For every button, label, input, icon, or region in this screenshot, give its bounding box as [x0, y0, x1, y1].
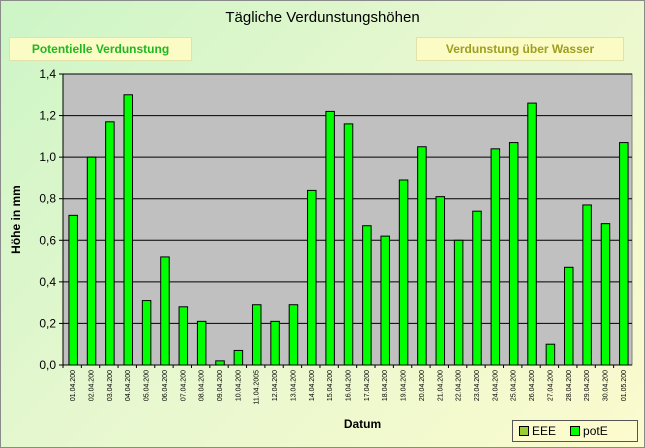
- bar-pote-21: [435, 196, 446, 366]
- bar-pote-14: [307, 189, 317, 366]
- x-tick-label: 11.04.2005: [254, 370, 261, 405]
- bar-pote-3: [105, 121, 115, 366]
- y-tick-label: 1,0: [39, 150, 56, 164]
- x-tick-label: 06.04.200: [162, 370, 169, 401]
- y-tick-label: 0,4: [39, 275, 56, 289]
- x-tick-label: 01.05.200: [621, 370, 628, 401]
- bar-pote-24: [490, 148, 501, 366]
- y-tick-label: 1,2: [39, 109, 56, 123]
- x-tick-label: 27.04.200: [547, 370, 554, 401]
- bar-pote-27: [545, 343, 556, 366]
- x-tick-label: 20.04.200: [419, 370, 426, 401]
- y-axis-title: Höhe in mm: [9, 185, 23, 254]
- x-tick-label: 18.04.200: [382, 370, 389, 401]
- y-tick-label: 1,4: [39, 67, 56, 81]
- x-axis-title: Datum: [344, 417, 381, 431]
- x-tick-label: 21.04.200: [437, 370, 444, 401]
- x-tick-label: 30.04.200: [602, 370, 609, 401]
- x-tick-label: 16.04.200: [346, 370, 353, 401]
- x-tick-label: 25.04.200: [511, 370, 518, 401]
- x-tick-label: 19.04.200: [401, 370, 408, 401]
- x-tick-label: 09.04.200: [217, 370, 224, 401]
- legend: EEE potE: [512, 420, 638, 442]
- bar-pote-29: [582, 204, 592, 366]
- potential-evaporation-box: Potentielle Verdunstung: [9, 37, 192, 61]
- x-tick-label: 23.04.200: [474, 370, 481, 401]
- x-tick-label: 01.04.200: [70, 370, 77, 401]
- bar-pote-25: [508, 142, 519, 366]
- bar-pote-8: [196, 320, 207, 366]
- bar-pote-2: [86, 156, 97, 366]
- bar-pote-19: [398, 179, 409, 366]
- legend-label-pote: potE: [583, 424, 608, 438]
- x-tick-label: 04.04.200: [125, 370, 132, 401]
- x-tick-label: 22.04.200: [456, 370, 463, 401]
- water-evaporation-box: Verdunstung über Wasser: [416, 37, 624, 61]
- bar-pote-17: [362, 225, 372, 366]
- bar-pote-5: [141, 300, 152, 366]
- x-tick-label: 08.04.200: [199, 370, 206, 401]
- bar-pote-1: [68, 214, 78, 366]
- x-tick-label: 05.04.200: [144, 370, 151, 401]
- legend-label-eee: EEE: [532, 424, 557, 438]
- x-tick-label: 03.04.200: [107, 370, 114, 401]
- x-tick-label: 26.04.200: [529, 370, 536, 401]
- legend-item-pote: potE: [570, 424, 608, 438]
- y-tick-label: 0,2: [39, 316, 56, 330]
- x-tick-label: 28.04.200: [566, 370, 573, 401]
- bar-pote-23: [472, 210, 482, 366]
- bar-pote-13: [288, 304, 299, 366]
- bar-pote-4: [123, 94, 133, 366]
- bar-pote-31: [619, 142, 629, 366]
- x-tick-label: 17.04.200: [364, 370, 371, 401]
- x-tick-label: 12.04.200: [272, 370, 279, 401]
- bar-pote-20: [417, 146, 427, 366]
- bar-pote-22: [453, 239, 464, 366]
- bar-pote-18: [380, 235, 390, 366]
- x-tick-label: 14.04.200: [309, 370, 316, 401]
- bar-pote-30: [600, 223, 611, 366]
- legend-swatch-pote: [570, 426, 581, 436]
- y-tick-label: 0,0: [39, 358, 56, 372]
- legend-item-eee: EEE: [519, 424, 556, 438]
- legend-swatch-eee: [519, 426, 529, 436]
- x-tick-label: 15.04.200: [327, 370, 334, 401]
- x-tick-label: 07.04.200: [180, 370, 187, 401]
- bar-pote-26: [527, 102, 537, 366]
- bar-pote-12: [270, 320, 280, 366]
- x-tick-label: 24.04.200: [492, 370, 499, 401]
- bar-pote-15: [325, 110, 335, 366]
- bar-pote-7: [178, 306, 189, 366]
- bar-pote-6: [160, 256, 170, 366]
- bar-pote-9: [215, 360, 225, 366]
- bar-pote-10: [233, 349, 244, 366]
- bar-pote-11: [251, 304, 262, 366]
- chart-title: Tägliche Verdunstungshöhen: [225, 9, 420, 26]
- x-tick-label: 10.04.200: [235, 370, 242, 401]
- bar-pote-28: [564, 266, 574, 366]
- x-tick-label: 13.04.200: [290, 370, 297, 401]
- y-tick-label: 0,6: [39, 233, 56, 247]
- x-tick-label: 02.04.200: [89, 370, 96, 401]
- x-tick-label: 29.04.200: [584, 370, 591, 401]
- bar-pote-16: [343, 123, 354, 366]
- y-tick-label: 0,8: [39, 192, 56, 206]
